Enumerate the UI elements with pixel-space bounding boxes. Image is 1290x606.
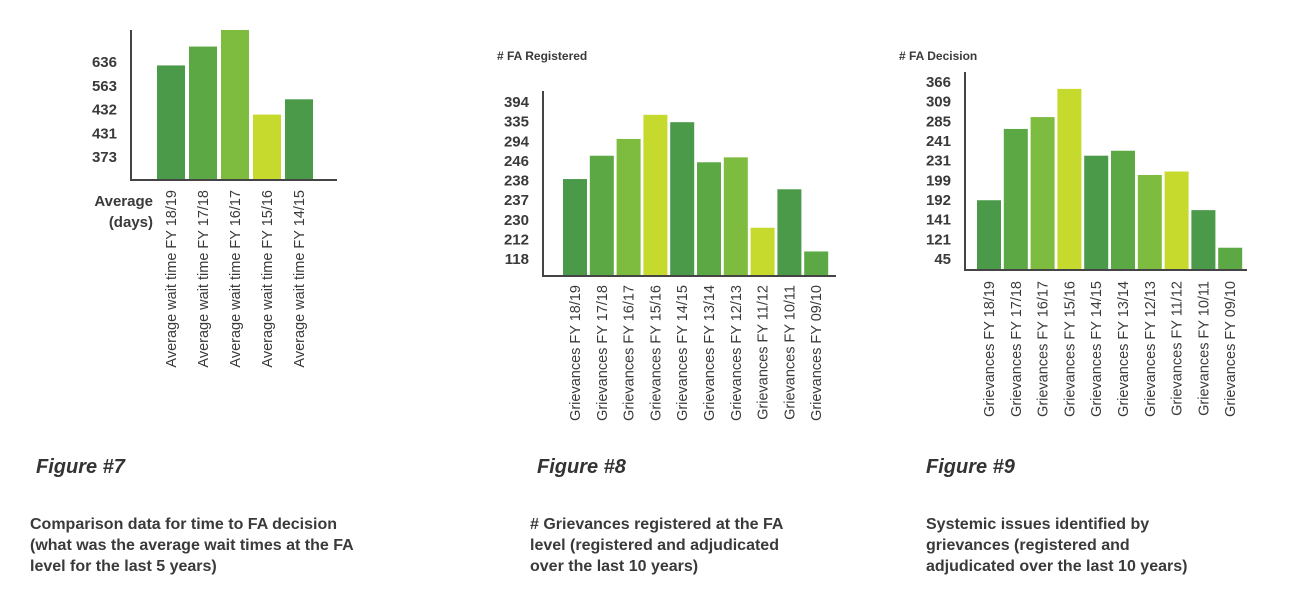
bar [189, 46, 217, 180]
y-tick-label: 199 [926, 172, 951, 189]
x-tick-label: Grievances FY 11/12 [756, 285, 772, 420]
x-tick-label: Grievances FY 12/13 [729, 285, 745, 421]
bar [1191, 210, 1216, 270]
y-tick-label: 309 [926, 94, 951, 111]
x-tick-label: Grievances FY 18/19 [568, 285, 584, 421]
figure-7-caption-line: Comparison data for time to FA decision [30, 516, 337, 533]
figure-9-caption: Systemic issues identified by grievances… [926, 514, 1187, 577]
x-tick-label: Grievances FY 09/10 [809, 285, 825, 421]
figure-8-label: Figure #8 [537, 456, 626, 478]
figure-9-caption-line: Systemic issues identified by [926, 516, 1150, 533]
bar [750, 227, 775, 276]
y-axis-title: # FA Decision [899, 49, 977, 63]
x-tick-label: Average wait time FY 18/19 [164, 190, 180, 368]
y-tick-label: 431 [92, 125, 117, 142]
x-tick-label: Grievances FY 13/14 [1116, 281, 1132, 417]
chart-figure-9: 366 309 285 241 231 199 192 141 121 45 # FA Decisi… [899, 49, 1247, 417]
chart-figure-7: 636 563 432 431 373 Average (days) Average wait… [92, 30, 337, 368]
figure-7-label: Figure #7 [36, 456, 125, 478]
figure-8-caption: # Grievances registered at the FA level … [530, 514, 783, 577]
y-tick-label: 335 [504, 114, 529, 131]
y-tick-label: 563 [92, 78, 117, 95]
y-tick-label: 394 [504, 94, 530, 111]
y-tick-label: 241 [926, 133, 951, 150]
bar [1218, 247, 1243, 270]
chart-figure-8: 394 335 294 246 238 237 230 212 118 # FA Register… [497, 49, 836, 421]
y-tick-label: 121 [926, 231, 951, 248]
y-axis-title: # FA Registered [497, 49, 587, 63]
bar [616, 138, 641, 276]
y-tick-label: 238 [504, 173, 529, 190]
bar [1003, 128, 1028, 270]
x-tick-label: Average wait time FY 14/15 [292, 190, 308, 368]
figure-9-caption-line: adjudicated over the last 10 years) [926, 558, 1188, 575]
figure-9-label: Figure #9 [926, 456, 1015, 478]
x-tick-label: Grievances FY 09/10 [1223, 281, 1239, 417]
y-tick-label: 366 [926, 74, 951, 91]
figure-8-caption-line: level (registered and adjudicated [530, 537, 779, 554]
bar [1030, 117, 1055, 270]
x-tick-label: Average wait time FY 16/17 [228, 190, 244, 368]
bar [1057, 88, 1082, 270]
y-tick-label: 141 [926, 212, 951, 229]
figure-8-caption-line: # Grievances registered at the FA [530, 516, 784, 533]
x-tick-label: Grievances FY 17/18 [1009, 281, 1025, 417]
x-tick-label: Grievances FY 14/15 [675, 285, 691, 421]
bar [777, 189, 802, 276]
bar [804, 251, 829, 276]
figure-7-caption: Comparison data for time to FA decision … [30, 514, 354, 577]
y-tick-label: 246 [504, 153, 529, 170]
y-tick-label: 373 [92, 149, 117, 166]
figure-9-caption-line: grievances (registered and [926, 537, 1130, 554]
x-tick-label: Grievances FY 17/18 [595, 285, 611, 421]
y-tick-label: 118 [505, 251, 529, 268]
y-tick-label: 45 [934, 251, 951, 268]
x-tick-label: Grievances FY 10/11 [1196, 281, 1212, 416]
bar [589, 155, 614, 276]
x-tick-label: Grievances FY 11/12 [1170, 281, 1186, 416]
y-tick-label: 230 [504, 212, 529, 229]
bar [723, 157, 748, 276]
bar [253, 114, 281, 180]
axis-unit-label: Average [94, 193, 153, 210]
x-tick-label: Grievances FY 12/13 [1143, 281, 1159, 417]
x-tick-label: Grievances FY 16/17 [622, 285, 638, 421]
y-tick-label: 212 [504, 231, 529, 248]
x-tick-label: Grievances FY 10/11 [782, 285, 798, 420]
bar [697, 162, 721, 276]
x-tick-label: Grievances FY 14/15 [1089, 281, 1105, 417]
figure-7-caption-line: (what was the average wait times at the … [30, 537, 354, 554]
x-tick-label: Grievances FY 16/17 [1036, 281, 1052, 417]
y-tick-label: 285 [926, 113, 951, 130]
axis-unit-label: (days) [109, 214, 153, 231]
bar [157, 65, 185, 180]
figure-7-caption-line: level for the last 5 years) [30, 558, 217, 575]
x-tick-label: Average wait time FY 15/16 [260, 190, 276, 368]
bar [670, 122, 695, 276]
bar [285, 99, 313, 180]
bar [1084, 155, 1109, 270]
y-tick-label: 237 [504, 192, 529, 209]
x-tick-label: Grievances FY 13/14 [702, 285, 718, 421]
y-tick-label: 294 [504, 133, 530, 150]
bar [643, 114, 668, 277]
bar [1164, 171, 1189, 270]
x-tick-label: Average wait time FY 17/18 [196, 190, 212, 368]
y-tick-label: 432 [92, 102, 117, 119]
bar [977, 200, 1001, 270]
figure-8-caption-line: over the last 10 years) [530, 558, 699, 575]
y-tick-label: 636 [92, 54, 117, 71]
y-tick-label: 192 [926, 192, 951, 209]
x-tick-label: Grievances FY 15/16 [1062, 281, 1078, 417]
bar [563, 179, 587, 276]
bar [221, 30, 249, 180]
bar [1137, 174, 1162, 270]
x-tick-label: Grievances FY 18/19 [982, 281, 998, 417]
bar [1111, 150, 1135, 270]
y-tick-label: 231 [926, 153, 951, 170]
x-tick-label: Grievances FY 15/16 [648, 285, 664, 421]
